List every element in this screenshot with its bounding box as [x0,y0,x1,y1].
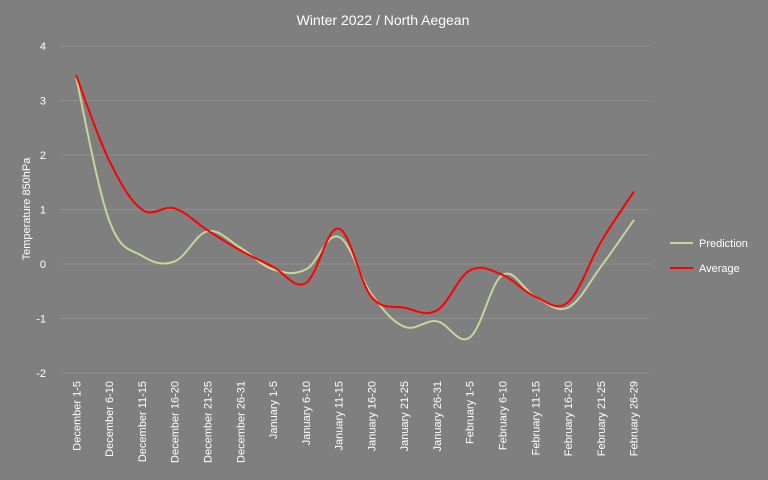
x-tick-label: February 1-5 [465,381,477,444]
y-tick-label: 1 [40,205,46,217]
x-tick-label: February 21-25 [596,381,608,456]
series-layer [75,74,635,341]
x-tick-label: February 26-29 [629,381,641,456]
x-tick-label: January 1-5 [268,381,280,439]
y-tick-label: 0 [40,259,46,271]
x-tick-label: January 16-20 [366,381,378,451]
y-tick-label: -2 [36,368,46,380]
x-tick-label: January 11-15 [334,381,346,451]
x-tick-label: January 21-25 [399,381,411,451]
x-tick-labels: December 1-5 December 6-10 December 11-15 D… [71,381,640,463]
x-tick-label: January 6-10 [301,381,313,445]
x-tick-label: December 6-10 [104,381,116,457]
y-axis-title: Temperature 850hPa [21,157,33,261]
legend-label-average: Average [699,263,740,275]
x-tick-label: December 21-25 [203,381,215,463]
y-tick-label: 2 [40,150,46,162]
x-tick-label: December 16-20 [170,381,182,463]
y-tick-label: -1 [36,314,46,326]
y-tick-label: 4 [40,41,46,53]
x-tick-label: December 1-5 [71,381,83,451]
x-tick-label: December 11-15 [137,381,149,462]
x-tick-label: January 26-31 [432,381,444,451]
grid-layer [60,45,650,374]
chart-title: Winter 2022 / North Aegean [297,12,470,28]
y-tick-labels: -2 -1 0 1 2 3 4 [36,41,46,380]
x-tick-label: February 16-20 [563,381,575,456]
series-line-average [75,74,635,315]
y-tick-label: 3 [40,96,46,108]
x-tick-label: December 26-31 [235,381,247,463]
legend: Prediction Average [670,238,748,275]
legend-label-prediction: Prediction [699,238,748,250]
x-tick-label: February 6-10 [498,381,510,450]
x-tick-label: February 11-15 [530,381,542,455]
